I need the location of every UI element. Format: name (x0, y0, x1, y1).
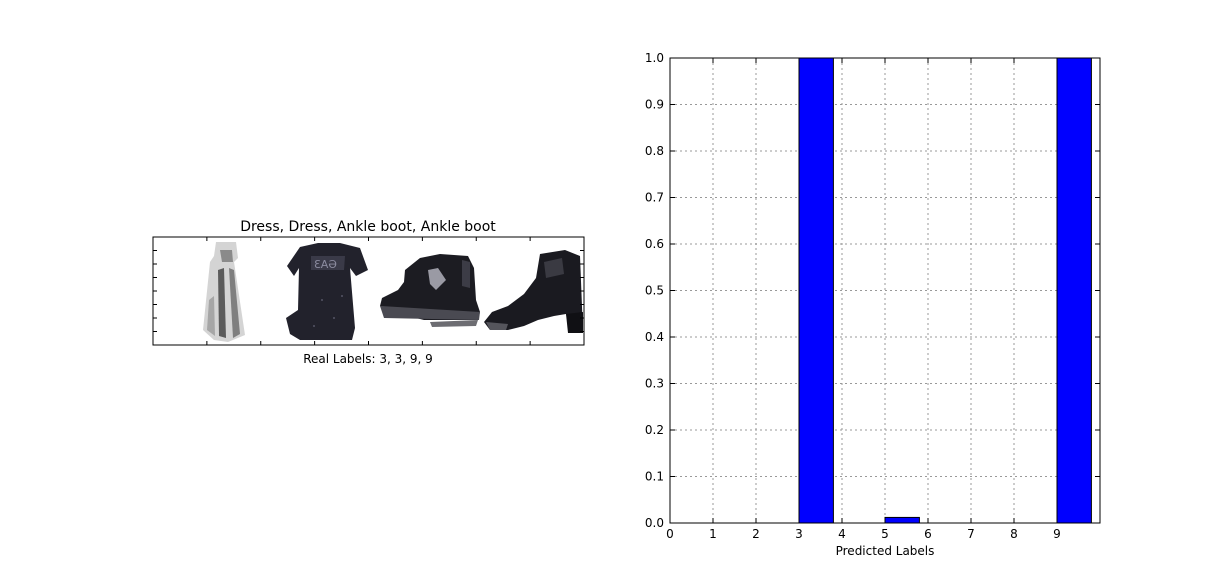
ankle-boot-image (380, 254, 480, 327)
x-tick-label: 8 (1010, 527, 1018, 541)
bars (798, 57, 1092, 524)
dress-image (203, 242, 245, 342)
bar-3 (798, 57, 834, 524)
images-title: Dress, Dress, Ankle boot, Ankle boot (240, 219, 496, 235)
x-tick-label: 2 (752, 527, 760, 541)
svg-text:ƐAƏ: ƐAƏ (314, 258, 337, 271)
y-tick-label: 0.1 (645, 470, 664, 484)
x-tick-label: 6 (924, 527, 932, 541)
y-tick-label: 1.0 (645, 51, 664, 65)
y-tick-labels: 0.0 0.1 0.2 0.3 0.4 0.5 0.6 0.7 0.8 0.9 1.0 (645, 51, 664, 530)
tshirt-dress-image: ƐAƏ (286, 243, 368, 340)
heeled-boot-image (484, 250, 583, 333)
y-tick-label: 0.0 (645, 516, 664, 530)
y-tick-label: 0.5 (645, 284, 664, 298)
x-tick-label: 1 (709, 527, 717, 541)
y-tick-label: 0.3 (645, 377, 664, 391)
gridlines (670, 58, 1100, 523)
y-tick-label: 0.6 (645, 237, 664, 251)
y-tick-label: 0.4 (645, 330, 664, 344)
y-tick-label: 0.2 (645, 423, 664, 437)
x-tick-label: 5 (881, 527, 889, 541)
bar-5 (884, 516, 920, 524)
y-tick-label: 0.8 (645, 144, 664, 158)
images-panel: Dress, Dress, Ankle boot, Ankle boot ƐAƏ (152, 219, 585, 366)
x-tick-label: 3 (795, 527, 803, 541)
x-tick-label: 4 (838, 527, 846, 541)
images-xlabel: Real Labels: 3, 3, 9, 9 (303, 352, 433, 366)
y-tick-label: 0.9 (645, 98, 664, 112)
x-tick-label: 0 (666, 527, 674, 541)
axis-ticks (669, 57, 1100, 524)
x-tick-label: 7 (967, 527, 975, 541)
x-tick-labels: 0 1 2 3 4 5 6 7 8 9 (666, 527, 1061, 541)
bar-9 (1056, 57, 1092, 524)
y-tick-label: 0.7 (645, 191, 664, 205)
x-tick-label: 9 (1053, 527, 1061, 541)
x-axis-label: Predicted Labels (836, 544, 935, 558)
images-axis-ticks (153, 237, 584, 345)
